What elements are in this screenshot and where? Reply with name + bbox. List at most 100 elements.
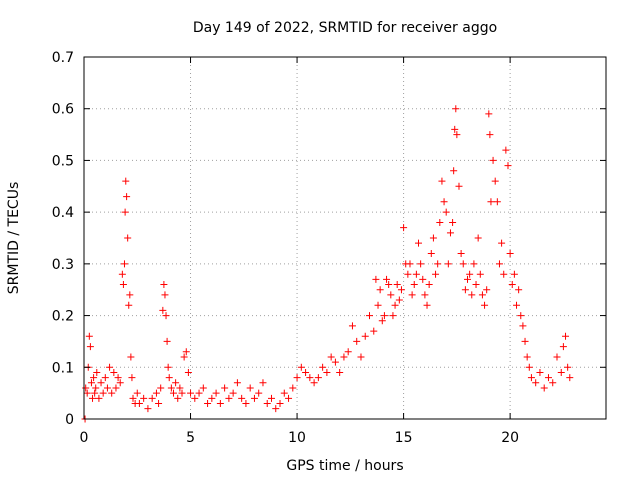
data-point bbox=[120, 260, 128, 268]
data-point bbox=[163, 337, 171, 345]
data-point bbox=[128, 374, 136, 382]
data-point bbox=[208, 394, 216, 402]
data-point bbox=[242, 399, 250, 407]
data-point bbox=[174, 394, 182, 402]
data-point bbox=[331, 358, 339, 366]
data-point bbox=[489, 156, 497, 164]
data-point bbox=[485, 110, 493, 118]
data-point bbox=[553, 353, 561, 361]
data-point bbox=[549, 379, 557, 387]
data-point bbox=[225, 394, 233, 402]
data-point bbox=[506, 250, 514, 258]
data-point bbox=[272, 405, 280, 413]
data-point bbox=[464, 275, 472, 283]
data-point bbox=[229, 389, 237, 397]
data-point bbox=[468, 291, 476, 299]
x-tick-label: 20 bbox=[501, 430, 519, 446]
data-point bbox=[348, 322, 356, 330]
data-point bbox=[376, 286, 384, 294]
data-point bbox=[297, 363, 305, 371]
data-point bbox=[114, 374, 122, 382]
data-point bbox=[440, 198, 448, 206]
data-point bbox=[451, 125, 459, 133]
data-points bbox=[81, 105, 574, 423]
data-point bbox=[187, 389, 195, 397]
data-point bbox=[513, 301, 521, 309]
data-point bbox=[361, 332, 369, 340]
data-point bbox=[472, 281, 480, 289]
data-point bbox=[370, 327, 378, 335]
data-point bbox=[387, 291, 395, 299]
data-point bbox=[314, 374, 322, 382]
data-point bbox=[199, 384, 207, 392]
data-point bbox=[527, 374, 535, 382]
data-point bbox=[400, 224, 408, 232]
data-point bbox=[172, 379, 180, 387]
data-point bbox=[246, 384, 254, 392]
data-point bbox=[455, 182, 463, 190]
data-point bbox=[159, 306, 167, 314]
data-point bbox=[167, 384, 175, 392]
data-point bbox=[306, 374, 314, 382]
data-point bbox=[129, 394, 137, 402]
data-point bbox=[425, 281, 433, 289]
data-point bbox=[221, 384, 229, 392]
data-point bbox=[89, 394, 97, 402]
data-point bbox=[517, 312, 525, 320]
data-point bbox=[357, 353, 365, 361]
y-tick-label: 0.1 bbox=[52, 360, 74, 376]
data-point bbox=[140, 394, 148, 402]
data-point bbox=[92, 384, 100, 392]
data-point bbox=[212, 389, 220, 397]
data-point bbox=[562, 332, 570, 340]
data-point bbox=[391, 301, 399, 309]
data-point bbox=[491, 177, 499, 185]
y-axis-title: SRMTID / TECUs bbox=[6, 182, 22, 295]
data-point bbox=[504, 162, 512, 170]
data-point bbox=[152, 389, 160, 397]
data-point bbox=[161, 291, 169, 299]
data-point bbox=[133, 389, 141, 397]
data-point bbox=[421, 291, 429, 299]
data-point bbox=[182, 348, 190, 356]
data-point bbox=[523, 353, 531, 361]
data-point bbox=[93, 368, 101, 376]
data-point bbox=[124, 234, 132, 242]
data-point bbox=[532, 379, 540, 387]
data-point bbox=[557, 368, 565, 376]
data-point bbox=[353, 337, 361, 345]
y-tick-label: 0.4 bbox=[52, 205, 74, 221]
data-point bbox=[184, 368, 192, 376]
data-point bbox=[502, 146, 510, 154]
data-point bbox=[112, 384, 120, 392]
data-point bbox=[378, 317, 386, 325]
data-point bbox=[302, 368, 310, 376]
data-point bbox=[157, 384, 165, 392]
data-point bbox=[438, 177, 446, 185]
data-point bbox=[487, 198, 495, 206]
data-point bbox=[148, 394, 156, 402]
data-point bbox=[263, 399, 271, 407]
chart-title: Day 149 of 2022, SRMTID for receiver agg… bbox=[193, 20, 497, 36]
data-point bbox=[450, 167, 458, 175]
data-point bbox=[250, 394, 258, 402]
data-point bbox=[486, 131, 494, 139]
data-point bbox=[267, 394, 275, 402]
data-point bbox=[126, 291, 134, 299]
data-point bbox=[178, 389, 186, 397]
data-point bbox=[285, 394, 293, 402]
data-point bbox=[233, 379, 241, 387]
y-tick-label: 0.7 bbox=[52, 50, 74, 66]
data-point bbox=[452, 105, 460, 113]
data-point bbox=[216, 399, 224, 407]
data-point bbox=[280, 389, 288, 397]
data-point bbox=[419, 275, 427, 283]
data-point bbox=[481, 301, 489, 309]
y-tick-label: 0.2 bbox=[52, 309, 74, 325]
data-point bbox=[103, 384, 111, 392]
data-point bbox=[108, 389, 116, 397]
data-point bbox=[459, 260, 467, 268]
data-point bbox=[404, 270, 412, 278]
data-point bbox=[383, 275, 391, 283]
